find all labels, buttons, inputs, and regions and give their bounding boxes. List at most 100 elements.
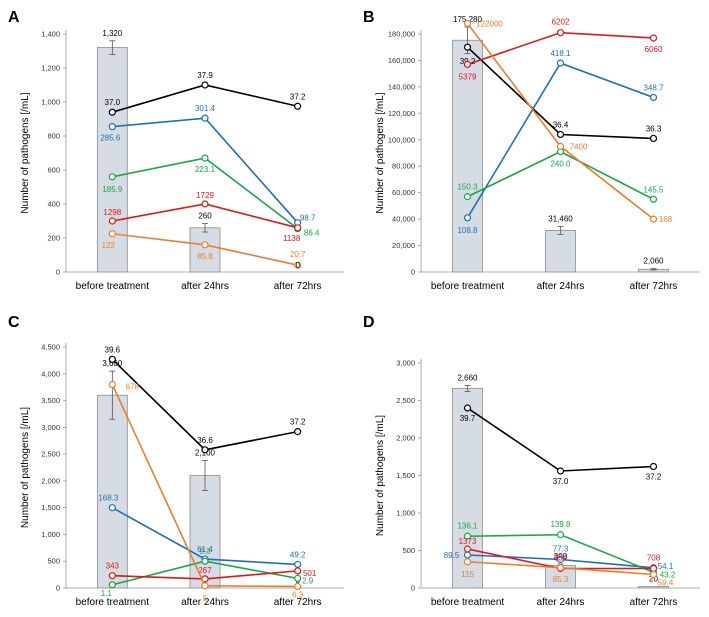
y-tick-label: 3,500 [41, 396, 60, 405]
bar [189, 227, 221, 273]
y-tick-label: 40,000 [392, 215, 415, 224]
series-value-label: 854 [554, 554, 568, 563]
series-point-black [556, 130, 565, 139]
series-value-label: 1298 [103, 208, 121, 217]
series-value-label: 223.1 [195, 165, 216, 174]
series-value-label: 150.3 [457, 183, 478, 192]
y-tick-label: 500 [402, 546, 415, 555]
x-category-label: after 72hrs [274, 281, 322, 292]
series-point-red [463, 60, 472, 69]
series-value-label: 136.1 [457, 521, 478, 530]
series-value-label: 5379 [459, 72, 477, 81]
series-value-label: 708 [647, 554, 661, 563]
y-tick-label: 500 [47, 557, 60, 566]
y-tick-label: 0 [411, 584, 415, 593]
series-point-blue [108, 123, 116, 131]
series-point-orange [463, 558, 472, 566]
series-point-orange [201, 582, 209, 590]
series-point-black [463, 43, 472, 51]
series-value-label: 36.3 [646, 124, 662, 133]
series-value-label: 139.8 [550, 520, 571, 529]
series-value-label: 418.1 [550, 49, 571, 58]
series-point-green [108, 173, 116, 181]
y-tick-label: 1,000 [41, 530, 60, 539]
series-value-label: 168 [659, 215, 673, 224]
series-value-label: 122 [102, 241, 116, 250]
series-value-label: 240.0 [550, 160, 571, 169]
x-category-label: after 24hrs [181, 597, 229, 608]
error-bar [109, 370, 116, 420]
series-point-red [201, 200, 209, 208]
series-value-label: 43.2 [660, 570, 676, 579]
bar [96, 394, 128, 589]
series-point-orange [463, 19, 472, 28]
series-value-label: 7400 [570, 142, 588, 151]
y-tick-label: 60,000 [392, 188, 415, 197]
series-value-label: 86.4 [304, 229, 320, 238]
series-value-label: 39.7 [460, 414, 476, 423]
series-point-orange [108, 230, 116, 238]
y-tick-label: 4,000 [41, 369, 60, 378]
chart-panel-c: C 0 500 1,000 1,500 2,000 2,500 3,000 3,500 4,000… [8, 314, 344, 608]
series-point-green [649, 195, 658, 203]
chart-panel-b: B 0 20,000 40,000 60,000 80,000 100,000 120,000… [363, 9, 700, 292]
series-value-label: 54.1 [658, 562, 674, 571]
series-point-orange [556, 142, 565, 150]
series-point-black [108, 108, 116, 116]
x-category-label: after 72hrs [274, 597, 322, 608]
y-tick-label: 0 [56, 268, 60, 277]
bar [545, 230, 576, 273]
bar-value-label: 3,600 [102, 359, 123, 368]
series-point-blue [649, 93, 658, 102]
series-point-orange [649, 570, 658, 579]
series-value-label: 285.6 [100, 134, 121, 143]
series-point-red [463, 545, 472, 553]
series-point-green [556, 531, 565, 539]
series-value-label: 115 [461, 570, 474, 579]
series-point-orange [201, 241, 209, 249]
series-point-orange [294, 582, 302, 590]
series-point-green [201, 557, 209, 565]
series-value-label: 1373 [459, 537, 477, 546]
series-value-label: 49.2 [290, 550, 306, 559]
error-bar [109, 40, 116, 55]
series-value-label: 37.2 [646, 473, 662, 482]
series-value-label: 1138 [283, 234, 301, 243]
series-value-label: 1729 [196, 191, 214, 200]
y-tick-label: 1,400 [41, 30, 60, 39]
y-tick-label: 1,000 [41, 98, 60, 107]
series-point-black [649, 134, 658, 143]
bar-value-label: 0 [295, 261, 300, 270]
series-point-blue [201, 114, 209, 122]
series-value-label: 301.4 [195, 104, 216, 113]
series-value-label: 98.7 [300, 214, 316, 223]
series-point-black [201, 446, 209, 454]
series-value-label: 343 [106, 562, 120, 571]
panel-letter: A [8, 9, 20, 26]
y-axis-label: Number of pathogens [/mL] [375, 415, 386, 536]
series-point-red [649, 564, 658, 573]
series-point-blue [463, 214, 472, 222]
series-point-green [201, 154, 209, 162]
panel-letter: B [363, 9, 375, 26]
panel-letter: C [8, 314, 20, 331]
series-value-label: 85.3 [553, 575, 569, 584]
bar [638, 586, 669, 589]
series-value-label: 501 [303, 569, 317, 578]
series-line-black [467, 407, 654, 472]
bar-value-label: 2,060 [643, 257, 664, 266]
y-tick-label: 1,500 [396, 471, 415, 480]
chart-panel-d: D 0 500 1,000 1,500 2,000 2,500 3,000 Number of … [363, 314, 700, 608]
series-point-blue [556, 59, 565, 67]
series-value-label: 348.7 [643, 83, 664, 92]
series-point-black [463, 404, 472, 412]
series-point-green [463, 193, 472, 201]
bar-value-label: 175,280 [453, 15, 482, 24]
y-tick-label: 400 [47, 200, 60, 209]
series-point-orange [649, 215, 658, 223]
x-category-label: after 72hrs [630, 597, 678, 608]
series-value-label: 9.3 [199, 547, 211, 556]
y-axis-label: Number of pathogens [/mL] [20, 407, 31, 528]
series-point-green [294, 574, 302, 582]
y-tick-label: 4,500 [41, 343, 60, 352]
